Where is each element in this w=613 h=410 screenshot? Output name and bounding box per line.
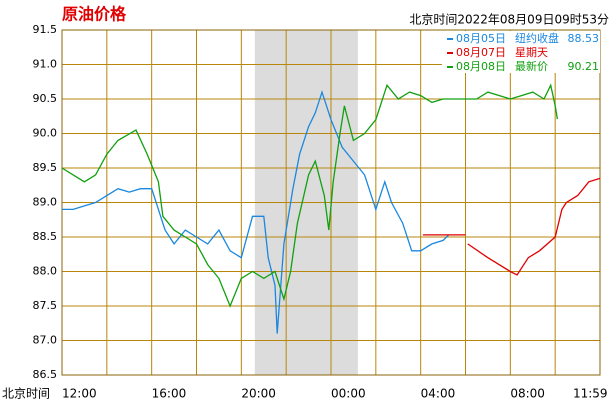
y-tick-label: 88.0 (33, 265, 58, 278)
x-tick-label: 00:00 (331, 387, 366, 401)
series-line (61, 83, 559, 308)
x-axis-label: 北京时间 (2, 387, 50, 401)
x-tick-label: 11:59 (573, 387, 608, 401)
y-tick-label: 86.5 (33, 368, 58, 381)
chart-title: 原油价格 (62, 5, 127, 24)
series-line (422, 177, 601, 276)
x-tick-label: 08:00 (510, 387, 545, 401)
legend-value: 88.53 (568, 32, 600, 45)
legend-note: 星期天 (515, 46, 548, 59)
legend-name: 08月08日 (456, 60, 506, 73)
legend-name: 08月07日 (456, 46, 506, 59)
y-tick-label: 90.0 (33, 127, 58, 140)
x-tick-label: 16:00 (152, 387, 187, 401)
subtitle: 北京时间2022年08月09日09时53分 (409, 13, 609, 27)
x-tick-label: 04:00 (421, 387, 456, 401)
x-tick-label: 12:00 (62, 387, 97, 401)
y-tick-label: 87.5 (33, 299, 58, 312)
legend-box (442, 31, 600, 73)
y-tick-label: 89.0 (33, 196, 58, 209)
y-tick-label: 91.5 (33, 23, 58, 36)
y-tick-label: 88.5 (33, 230, 58, 243)
legend-note: 纽约收盘 (515, 31, 559, 45)
y-tick-label: 87.0 (33, 334, 58, 347)
y-tick-label: 90.5 (33, 92, 58, 105)
plot-border (61, 29, 601, 376)
legend-note: 最新价 (515, 59, 548, 73)
legend-name: 08月05日 (456, 32, 506, 45)
series-line (62, 89, 450, 334)
y-tick-label: 91.0 (33, 58, 58, 71)
x-tick-label: 20:00 (241, 387, 276, 401)
y-tick-label: 89.5 (33, 161, 58, 174)
legend-value: 90.21 (568, 60, 600, 73)
